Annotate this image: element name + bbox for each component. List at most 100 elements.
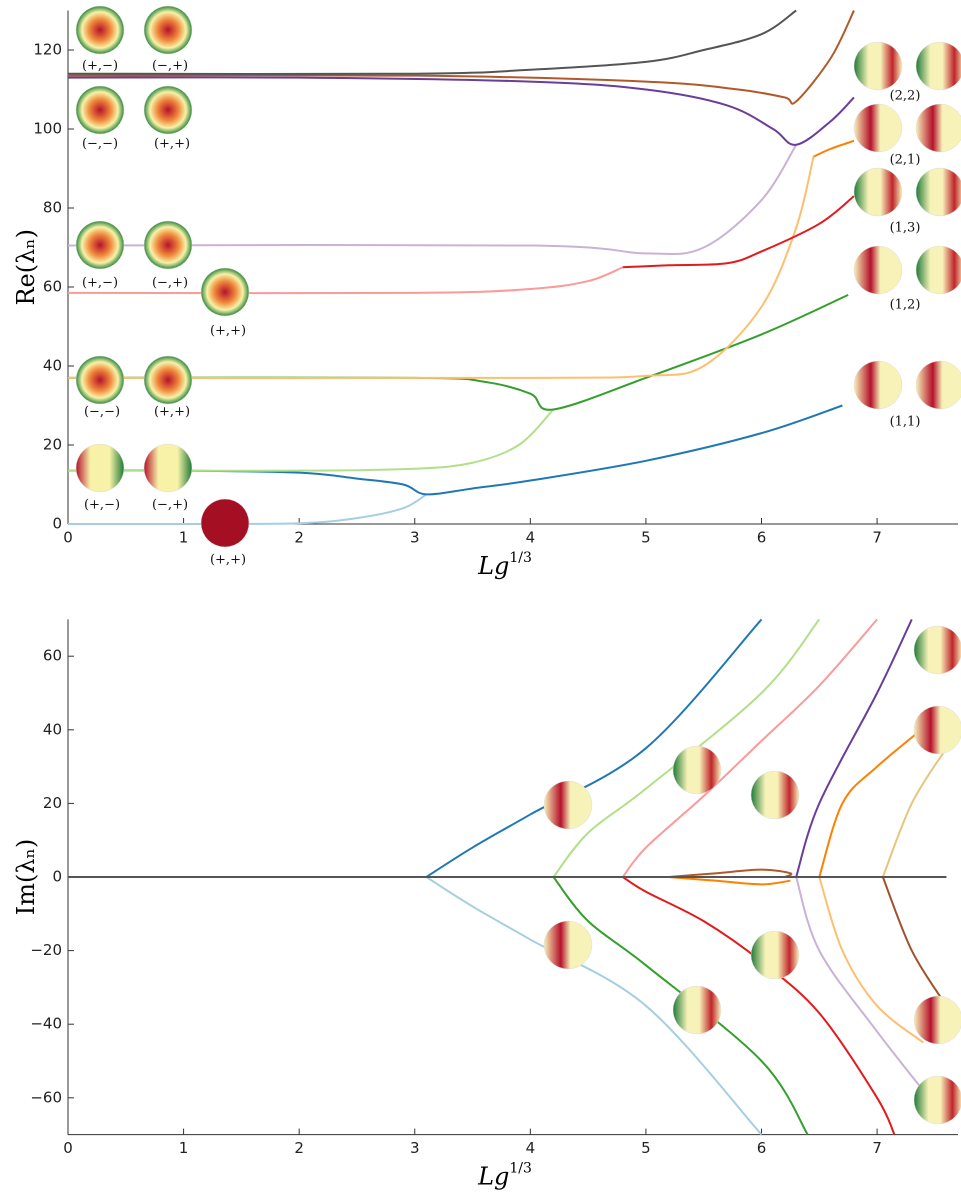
x-axis-label-exponent: 1/3 (509, 1161, 532, 1177)
y-tick-label: −40 (30, 1015, 62, 1033)
mode-label: (+,−) (84, 498, 120, 513)
mode-label: (+,−) (82, 59, 118, 74)
x-tick-label: 7 (872, 529, 882, 547)
mode-image (915, 167, 961, 217)
line-series (622, 618, 878, 878)
x-tick-label: 2 (294, 1139, 304, 1157)
x-tick-label: 0 (63, 1139, 73, 1157)
y-tick-label: 60 (43, 278, 62, 296)
mode-image (143, 5, 193, 55)
y-tick-label: 20 (43, 794, 62, 812)
mode-image (143, 443, 193, 493)
mode-label: (−,+) (152, 276, 188, 291)
mode-image (143, 85, 193, 135)
mode-image (543, 780, 593, 830)
line-series (67, 9, 797, 75)
line-series (67, 408, 555, 472)
x-tick-label: 0 (63, 529, 73, 547)
x-axis-label-base: Lg (477, 552, 509, 580)
y-tick-label: 20 (43, 436, 62, 454)
y-axis-label: Im(λₙ) (12, 839, 40, 916)
x-tick-label: 6 (757, 529, 767, 547)
line-series (795, 618, 913, 878)
y-axis-label: Re(λₙ) (12, 229, 40, 306)
mode-image (853, 167, 903, 217)
mode-image (75, 85, 125, 135)
x-tick-label: 7 (872, 1139, 882, 1157)
line-series (552, 618, 821, 878)
mode-image (543, 920, 593, 970)
mode-image (915, 41, 961, 91)
mode-image (913, 625, 961, 675)
x-tick-label: 2 (294, 529, 304, 547)
x-axis-label-exponent: 1/3 (509, 550, 532, 566)
y-tick-label: −20 (30, 941, 62, 959)
mode-label: (1,1) (890, 415, 921, 430)
mode-label: (+,+) (210, 324, 246, 339)
x-tick-label: 5 (641, 1139, 651, 1157)
mode-image (143, 220, 193, 270)
x-tick-label: 1 (179, 1139, 189, 1157)
mode-image (915, 245, 961, 295)
mode-image (853, 103, 903, 153)
mode-image (913, 995, 961, 1045)
x-tick-label: 4 (526, 529, 536, 547)
mode-label: (+,+) (154, 137, 190, 152)
mode-image (853, 245, 903, 295)
mode-label: (+,+) (154, 405, 190, 420)
mode-image (75, 220, 125, 270)
line-series (795, 876, 936, 1106)
mode-label: (+,+) (210, 553, 246, 568)
mode-image (913, 1075, 961, 1125)
line-series (813, 139, 855, 158)
mode-image (672, 985, 722, 1035)
line-series (67, 144, 798, 256)
line-series (668, 876, 791, 886)
line-series (818, 717, 936, 878)
line-series (67, 10, 855, 105)
y-tick-label: 0 (52, 515, 62, 533)
y-tick-label: 40 (43, 357, 62, 375)
mode-image (915, 360, 961, 410)
y-tick-label: 0 (52, 868, 62, 886)
mode-image (853, 360, 903, 410)
line-series (67, 76, 855, 146)
mode-image (672, 745, 722, 795)
mode-label: (−,+) (152, 498, 188, 513)
mode-image (143, 355, 193, 405)
line-series (425, 618, 763, 878)
mode-image (913, 705, 961, 755)
mode-image (200, 498, 250, 548)
line-series (818, 876, 924, 1044)
mode-image (750, 770, 800, 820)
line-series (881, 747, 948, 878)
line-series (552, 876, 809, 1136)
x-axis-label-base: Lg (477, 1163, 509, 1191)
line-series (622, 195, 855, 269)
x-tick-label: 3 (410, 1139, 420, 1157)
mode-label: (2,1) (890, 153, 921, 168)
mode-image (915, 103, 961, 153)
mode-label: (2,2) (890, 89, 921, 104)
line-series (668, 868, 793, 878)
x-tick-label: 1 (179, 529, 189, 547)
line-series (67, 493, 427, 526)
y-tick-label: 40 (43, 720, 62, 738)
mode-image (75, 443, 125, 493)
x-tick-label: 3 (410, 529, 420, 547)
mode-image (75, 5, 125, 55)
mode-label: (1,2) (890, 298, 921, 313)
mode-label: (−,−) (84, 405, 120, 420)
mode-image (750, 930, 800, 980)
mode-label: (−,−) (82, 137, 118, 152)
y-tick-label: −60 (30, 1088, 62, 1106)
mode-label: (+,−) (82, 276, 118, 291)
mode-image (75, 355, 125, 405)
mode-label: (1,3) (890, 221, 921, 236)
x-axis-label: Lg1/3 (477, 550, 532, 580)
mode-image (200, 267, 250, 317)
y-tick-label: 60 (43, 647, 62, 665)
x-tick-label: 5 (641, 529, 651, 547)
line-series (67, 156, 815, 379)
